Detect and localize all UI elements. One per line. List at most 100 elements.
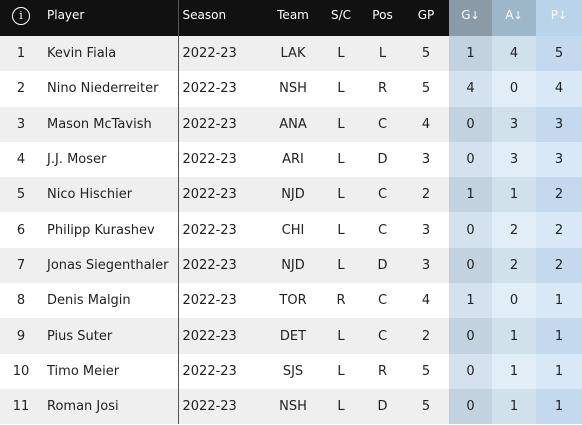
column-header-sc[interactable]: S/C [320,0,362,36]
column-header-season[interactable]: Season [177,0,266,36]
team-cell: ANA [266,106,320,142]
column-header-goals[interactable]: G↓ [449,0,492,36]
season-cell: 2022-23 [177,106,266,142]
games-played-cell: 4 [403,106,449,142]
goals-label: G [461,8,471,22]
table-row[interactable]: 5 Nico Hischier 2022-23 NJD L C 2 1 1 2 [0,177,582,213]
table-row[interactable]: 9 Pius Suter 2022-23 DET L C 2 0 1 1 [0,318,582,354]
points-label: P [550,8,559,22]
team-cell: ARI [266,141,320,178]
rank-cell: 10 [0,353,42,389]
shoots-catches-cell: L [320,212,362,248]
table-row[interactable]: 7 Jonas Siegenthaler 2022-23 NJD L D 3 0 2 2 [0,247,582,284]
points-cell: 1 [536,353,582,389]
position-cell: C [362,318,403,354]
points-cell: 2 [536,247,582,284]
team-cell: NSH [266,71,320,107]
table-header-row: i Player Season Team S/C Pos GP G↓ A↓ P↓ [0,0,582,36]
points-cell: 4 [536,71,582,107]
goals-cell: 0 [449,247,492,284]
assists-cell: 0 [492,71,536,107]
season-cell: 2022-23 [177,318,266,354]
goals-cell: 0 [449,141,492,178]
team-cell: NSH [266,388,320,425]
shoots-catches-cell: L [320,71,362,107]
table-row[interactable]: 2 Nino Niederreiter 2022-23 NSH L R 5 4 0 4 [0,71,582,107]
rank-cell: 6 [0,212,42,248]
season-cell: 2022-23 [177,353,266,389]
shoots-catches-cell: L [320,36,362,72]
goals-cell: 4 [449,71,492,107]
assists-cell: 4 [492,36,536,72]
table-row[interactable]: 10 Timo Meier 2022-23 SJS L R 5 0 1 1 [0,353,582,389]
position-cell: L [362,36,403,72]
assists-cell: 2 [492,247,536,284]
goals-cell: 1 [449,177,492,213]
season-cell: 2022-23 [177,283,266,319]
rank-cell: 5 [0,177,42,213]
rank-cell: 3 [0,106,42,142]
player-name[interactable]: Denis Malgin [42,283,178,319]
games-played-cell: 3 [403,212,449,248]
table-row[interactable]: 11 Roman Josi 2022-23 NSH L D 5 0 1 1 [0,388,582,425]
player-name[interactable]: Philipp Kurashev [42,212,178,248]
games-played-cell: 5 [403,388,449,425]
position-cell: D [362,388,403,425]
season-cell: 2022-23 [177,71,266,107]
games-played-cell: 5 [403,71,449,107]
player-name[interactable]: Nico Hischier [42,177,178,213]
rank-cell: 8 [0,283,42,319]
assists-cell: 0 [492,283,536,319]
points-cell: 5 [536,36,582,72]
player-name[interactable]: Jonas Siegenthaler [42,247,178,284]
games-played-cell: 5 [403,353,449,389]
assists-cell: 1 [492,388,536,425]
position-cell: R [362,71,403,107]
season-cell: 2022-23 [177,36,266,72]
assists-cell: 3 [492,141,536,178]
column-header-gp[interactable]: GP [403,0,449,36]
info-icon[interactable]: i [12,7,30,25]
goals-cell: 0 [449,353,492,389]
points-cell: 1 [536,388,582,425]
player-name[interactable]: Mason McTavish [42,106,178,142]
games-played-cell: 2 [403,318,449,354]
team-cell: SJS [266,353,320,389]
player-name[interactable]: Kevin Fiala [42,36,178,72]
column-header-info[interactable]: i [0,0,42,36]
rank-cell: 1 [0,36,42,72]
column-header-team[interactable]: Team [266,0,320,36]
team-cell: NJD [266,247,320,284]
goals-cell: 0 [449,318,492,354]
points-cell: 1 [536,283,582,319]
player-name[interactable]: Timo Meier [42,353,178,389]
rank-cell: 9 [0,318,42,354]
column-header-points[interactable]: P↓ [536,0,582,36]
points-cell: 2 [536,177,582,213]
points-cell: 3 [536,106,582,142]
table-row[interactable]: 6 Philipp Kurashev 2022-23 CHI L C 3 0 2 2 [0,212,582,248]
sort-arrow-icon: ↓ [470,9,480,22]
column-header-player[interactable]: Player [42,0,178,36]
table-row[interactable]: 4 J.J. Moser 2022-23 ARI L D 3 0 3 3 [0,141,582,178]
rank-cell: 4 [0,141,42,178]
table-row[interactable]: 8 Denis Malgin 2022-23 TOR R C 4 1 0 1 [0,283,582,319]
rank-cell: 11 [0,388,42,425]
player-name[interactable]: Nino Niederreiter [42,71,178,107]
season-cell: 2022-23 [177,212,266,248]
sort-arrow-icon: ↓ [558,9,568,22]
team-cell: LAK [266,36,320,72]
shoots-catches-cell: L [320,177,362,213]
assists-cell: 2 [492,212,536,248]
player-name[interactable]: Pius Suter [42,318,178,354]
player-name[interactable]: J.J. Moser [42,141,178,178]
table-row[interactable]: 1 Kevin Fiala 2022-23 LAK L L 5 1 4 5 [0,36,582,72]
table-row[interactable]: 3 Mason McTavish 2022-23 ANA L C 4 0 3 3 [0,106,582,142]
position-cell: C [362,283,403,319]
column-header-assists[interactable]: A↓ [492,0,536,36]
rank-cell: 2 [0,71,42,107]
season-cell: 2022-23 [177,388,266,425]
column-header-pos[interactable]: Pos [362,0,403,36]
sort-arrow-icon: ↓ [513,9,523,22]
player-name[interactable]: Roman Josi [42,388,178,425]
